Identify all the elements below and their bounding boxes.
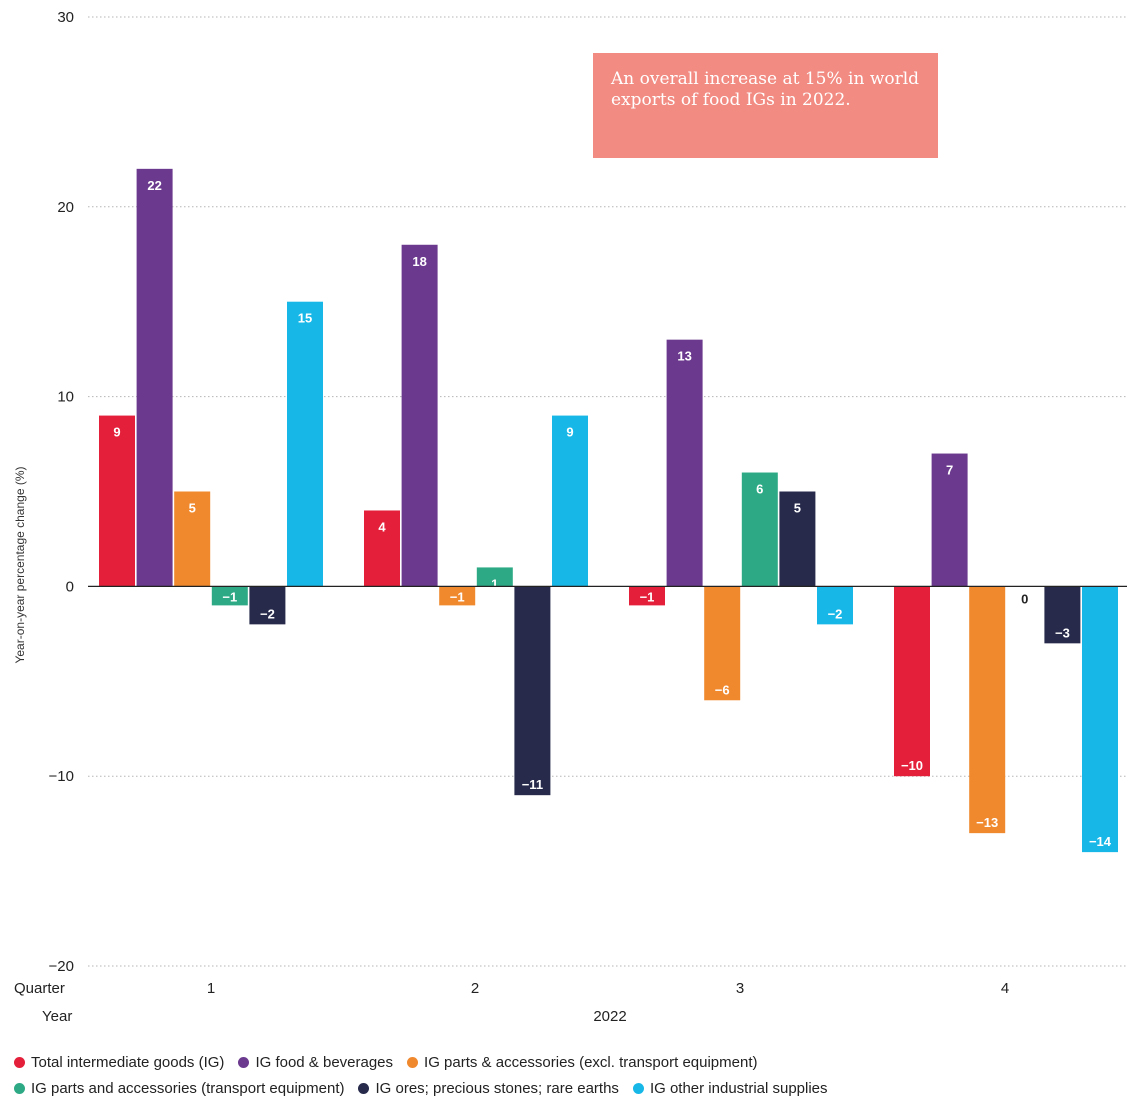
data-label: −14 bbox=[1089, 834, 1112, 849]
data-label: 9 bbox=[113, 425, 120, 440]
legend-label: IG other industrial supplies bbox=[649, 1079, 828, 1097]
data-label: −2 bbox=[260, 606, 275, 621]
bar bbox=[1082, 586, 1118, 853]
x-year-label: 2022 bbox=[593, 1008, 626, 1025]
legend-label: Total intermediate goods (IG) bbox=[31, 1053, 225, 1071]
bar bbox=[666, 339, 703, 587]
bar bbox=[1044, 586, 1081, 644]
legend-dot-icon bbox=[632, 1082, 644, 1094]
data-label: 9 bbox=[566, 425, 573, 440]
legend-row-2: IG parts and accessories (transport equi… bbox=[14, 1075, 1114, 1101]
data-label: 1 bbox=[491, 576, 498, 591]
bar bbox=[211, 586, 248, 606]
bar bbox=[704, 586, 741, 701]
legend-item-parts-excl: IG parts & accessories (excl. transport … bbox=[407, 1053, 758, 1071]
bar bbox=[552, 415, 588, 587]
bar bbox=[931, 453, 968, 587]
x-row-label-quarter: Quarter bbox=[14, 980, 65, 997]
legend-item-parts-transport: IG parts and accessories (transport equi… bbox=[14, 1080, 344, 1097]
data-label: −1 bbox=[640, 589, 655, 604]
x-tick-label: 4 bbox=[1001, 980, 1009, 997]
y-tick-label: −10 bbox=[49, 768, 74, 785]
data-label: −1 bbox=[450, 589, 465, 604]
legend-label: IG parts and accessories (transport equi… bbox=[31, 1079, 345, 1097]
legend-label: IG ores; precious stones; rare earths bbox=[375, 1079, 619, 1097]
legend-dot-icon bbox=[14, 1082, 25, 1094]
legend-dot-icon bbox=[358, 1082, 370, 1094]
annotation-callout: An overall increase at 15% in world expo… bbox=[593, 53, 938, 158]
data-label: 18 bbox=[412, 254, 426, 269]
y-tick-label: 30 bbox=[57, 9, 74, 26]
data-label: 15 bbox=[298, 311, 312, 326]
x-tick-label: 3 bbox=[736, 980, 744, 997]
bar bbox=[136, 168, 173, 587]
bar bbox=[287, 301, 323, 587]
x-tick-label: 2 bbox=[471, 980, 479, 997]
legend-dot-icon bbox=[14, 1056, 25, 1068]
legend-item-other: IG other industrial supplies bbox=[632, 1079, 828, 1097]
legend-dot-icon bbox=[407, 1056, 419, 1068]
bar bbox=[741, 472, 778, 587]
annotation-text: An overall increase at 15% in world expo… bbox=[611, 69, 920, 110]
legend: Total intermediate goods (IG) IG food & … bbox=[14, 1049, 1114, 1101]
bar bbox=[476, 567, 513, 587]
data-label: −1 bbox=[222, 589, 237, 604]
bar bbox=[174, 491, 211, 587]
bar bbox=[99, 415, 135, 587]
chart-canvas: 3020100−10−2094−1−1022181375−1−6−13−1160… bbox=[14, 9, 1127, 1025]
data-label: 22 bbox=[147, 178, 161, 193]
bar bbox=[779, 491, 816, 587]
data-label: −2 bbox=[828, 606, 843, 621]
x-tick-label: 1 bbox=[207, 980, 215, 997]
data-label: 6 bbox=[756, 482, 763, 497]
data-label: −6 bbox=[715, 682, 730, 697]
legend-label: IG parts & accessories (excl. transport … bbox=[424, 1053, 758, 1071]
data-label: 0 bbox=[1021, 591, 1028, 606]
bar bbox=[629, 586, 665, 606]
data-label: −10 bbox=[901, 758, 923, 773]
bar bbox=[894, 586, 930, 777]
bar bbox=[514, 586, 551, 796]
legend-label: IG food & beverages bbox=[255, 1053, 394, 1071]
bar bbox=[817, 586, 853, 625]
y-tick-label: −20 bbox=[49, 958, 74, 975]
legend-dot-icon bbox=[238, 1056, 250, 1068]
legend-item-food: IG food & beverages bbox=[238, 1054, 393, 1071]
y-tick-label: 20 bbox=[57, 199, 74, 216]
data-label: 13 bbox=[677, 349, 691, 364]
data-label: 5 bbox=[189, 501, 196, 516]
data-label: −11 bbox=[522, 777, 543, 792]
bar bbox=[969, 586, 1006, 834]
y-tick-label: 10 bbox=[57, 389, 74, 406]
x-row-label-year: Year bbox=[42, 1008, 72, 1025]
legend-item-total-ig: Total intermediate goods (IG) bbox=[14, 1054, 224, 1071]
bar bbox=[401, 244, 438, 587]
data-label: −13 bbox=[976, 815, 998, 830]
data-label: 4 bbox=[378, 519, 386, 534]
data-label: 5 bbox=[794, 501, 801, 516]
y-tick-label: 0 bbox=[66, 578, 74, 595]
legend-row-1: Total intermediate goods (IG) IG food & … bbox=[14, 1049, 1114, 1075]
data-label: −3 bbox=[1055, 625, 1070, 640]
y-axis-title: Year-on-year percentage change (%) bbox=[13, 466, 27, 664]
bar bbox=[364, 510, 400, 587]
legend-item-ores: IG ores; precious stones; rare earths bbox=[358, 1079, 619, 1097]
bar bbox=[249, 586, 286, 625]
data-label: 7 bbox=[946, 463, 953, 478]
bar bbox=[439, 586, 476, 606]
